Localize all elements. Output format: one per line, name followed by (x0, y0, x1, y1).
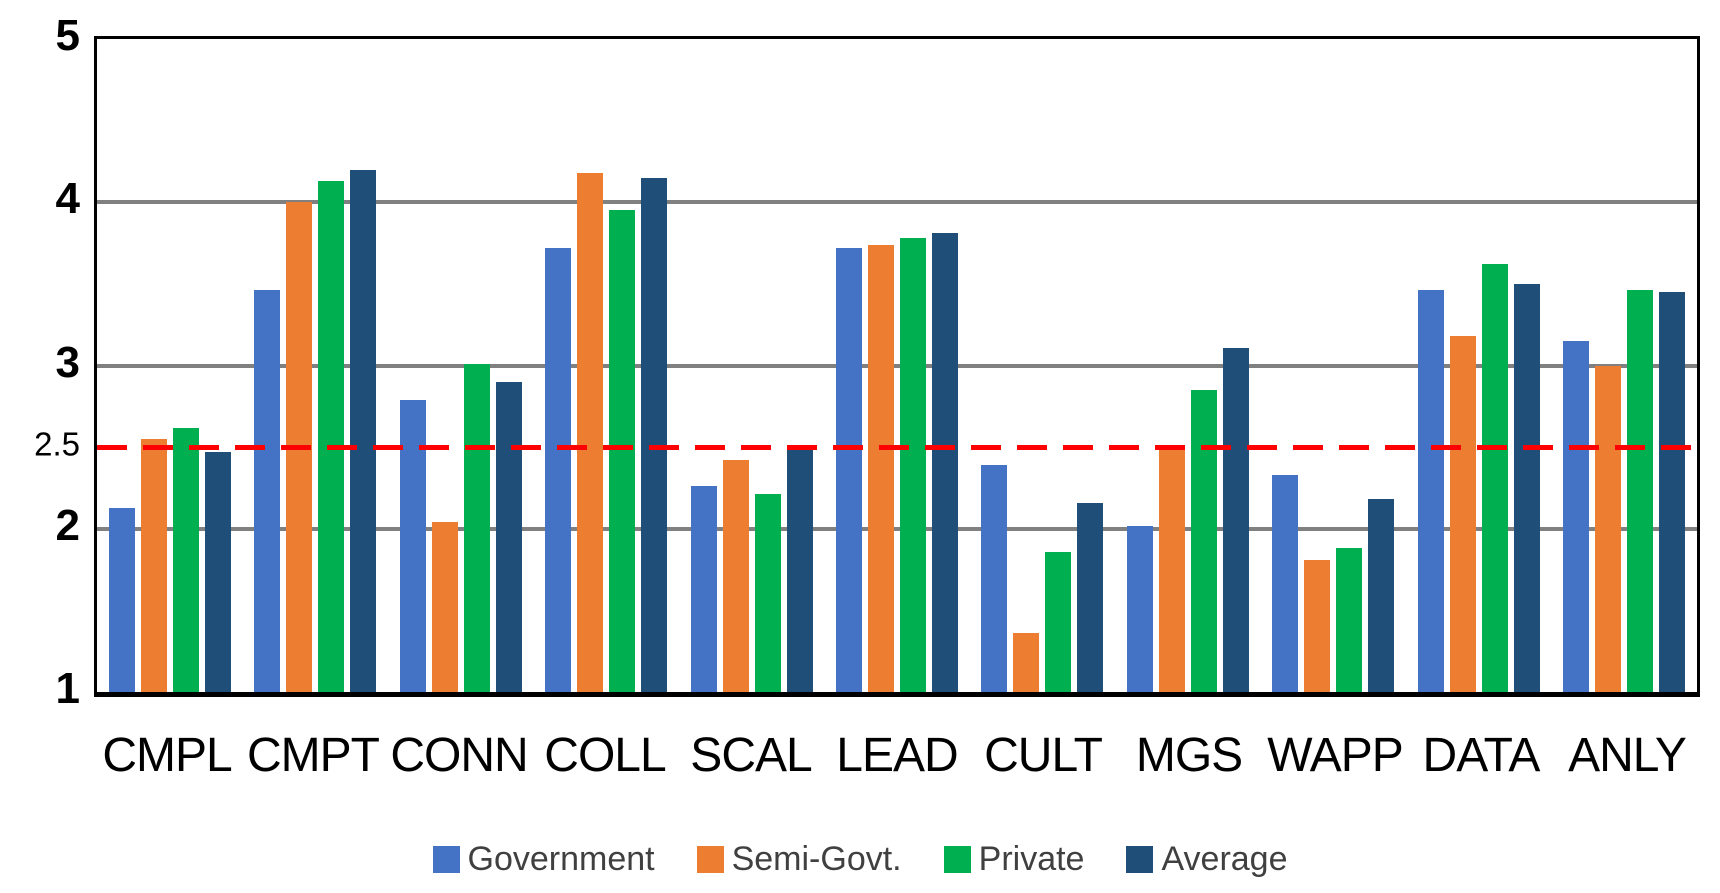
bar-cult-semi-govt (1013, 633, 1040, 692)
y-axis-label-1: 1 (55, 664, 80, 713)
bar-cmpl-private (172, 427, 199, 692)
bar-wapp-private (1336, 548, 1363, 692)
bar-group-wapp (1261, 39, 1406, 692)
bar-scal-government (690, 486, 717, 692)
bar-lead-average (931, 233, 958, 692)
y-axis-label-2: 2 (55, 500, 80, 550)
y-axis-label-4: 4 (55, 174, 80, 224)
bar-cmpt-private (318, 181, 345, 692)
x-axis-label-coll: COLL (544, 729, 666, 782)
bar-conn-government (399, 399, 426, 692)
bar-conn-private (463, 363, 490, 692)
bar-anly-semi-govt (1595, 365, 1622, 692)
bar-coll-private (609, 210, 636, 692)
bar-group-cmpl (97, 39, 242, 692)
x-axis-label-scal: SCAL (690, 729, 812, 782)
bar-lead-private (899, 238, 926, 692)
gridline-2 (97, 526, 1697, 531)
bar-cmpt-average (350, 169, 377, 692)
gridline-3 (97, 363, 1697, 368)
bar-group-cult (970, 39, 1115, 692)
reference-line-2-5 (97, 445, 1697, 451)
legend-item-semi-govt: Semi-Govt. (696, 840, 902, 879)
bar-group-mgs (1115, 39, 1260, 692)
bar-conn-average (495, 381, 522, 692)
bar-lead-government (835, 247, 862, 692)
legend-label: Government (467, 840, 655, 878)
bar-wapp-government (1272, 474, 1299, 692)
x-axis-label-anly: ANLY (1568, 729, 1687, 782)
bar-coll-government (545, 247, 572, 692)
legend-item-government: Government (432, 840, 655, 879)
x-axis-label-wapp: WAPP (1267, 729, 1404, 782)
bar-data-government (1417, 290, 1444, 692)
legend-swatch-icon (1126, 846, 1154, 873)
legend-swatch-icon (432, 846, 460, 873)
bar-coll-semi-govt (577, 172, 604, 692)
legend-label: Semi-Govt. (731, 840, 902, 878)
legend-swatch-icon (696, 846, 724, 873)
bar-group-coll (533, 39, 678, 692)
legend-item-private: Private (943, 840, 1085, 879)
bar-group-data (1406, 39, 1551, 692)
legend-label: Private (978, 840, 1085, 878)
bar-cult-government (981, 465, 1008, 692)
bar-lead-semi-govt (867, 244, 894, 692)
bar-cmpl-government (108, 507, 135, 692)
x-axis-label-mgs: MGS (1135, 729, 1243, 782)
bar-coll-average (641, 177, 668, 692)
legend-item-average: Average (1126, 840, 1288, 879)
bar-scal-average (786, 448, 813, 692)
bar-cmpl-average (204, 452, 231, 692)
bar-cult-average (1077, 502, 1104, 692)
bar-group-conn (388, 39, 533, 692)
bar-anly-private (1627, 290, 1654, 692)
x-axis-labels: CMPL CMPT CONN COLL SCAL LEAD CULT MGS WAPP DATA A… (94, 728, 1700, 783)
plot-area (94, 36, 1700, 697)
bar-cmpt-government (254, 290, 281, 692)
bar-mgs-private (1190, 390, 1217, 692)
bar-anly-government (1563, 341, 1590, 692)
x-axis-label-cmpl: CMPL (102, 729, 232, 782)
bar-scal-private (754, 494, 781, 692)
legend-swatch-icon (943, 846, 971, 873)
x-axis-label-lead: LEAD (836, 729, 958, 782)
legend: Government Semi-Govt. Private Average (0, 840, 1720, 879)
bar-cmpl-semi-govt (140, 438, 167, 692)
bar-group-scal (679, 39, 824, 692)
x-axis-label-conn: CONN (390, 729, 528, 782)
bar-wapp-semi-govt (1304, 559, 1331, 692)
bar-mgs-average (1222, 347, 1249, 692)
bar-cult-private (1045, 551, 1072, 692)
bar-data-private (1481, 264, 1508, 692)
bar-groups (97, 39, 1697, 692)
bar-mgs-semi-govt (1158, 447, 1185, 692)
x-axis-label-data: DATA (1422, 729, 1541, 782)
y-axis-label-2-5: 2.5 (34, 425, 80, 463)
bar-data-average (1513, 283, 1540, 692)
x-axis-label-cult: CULT (984, 729, 1103, 782)
bar-data-semi-govt (1449, 336, 1476, 692)
bar-group-lead (824, 39, 969, 692)
bar-anly-average (1659, 292, 1686, 692)
bar-mgs-government (1126, 525, 1153, 692)
y-axis-label-3: 3 (55, 337, 80, 387)
bar-wapp-average (1368, 499, 1395, 692)
gridline-4 (97, 200, 1697, 205)
x-axis-label-cmpt: CMPT (247, 729, 380, 782)
bar-scal-semi-govt (722, 460, 749, 692)
y-axis-label-5: 5 (55, 11, 80, 60)
legend-label: Average (1161, 840, 1288, 878)
bar-conn-semi-govt (431, 522, 458, 692)
bar-group-cmpt (242, 39, 387, 692)
bar-group-anly (1552, 39, 1697, 692)
